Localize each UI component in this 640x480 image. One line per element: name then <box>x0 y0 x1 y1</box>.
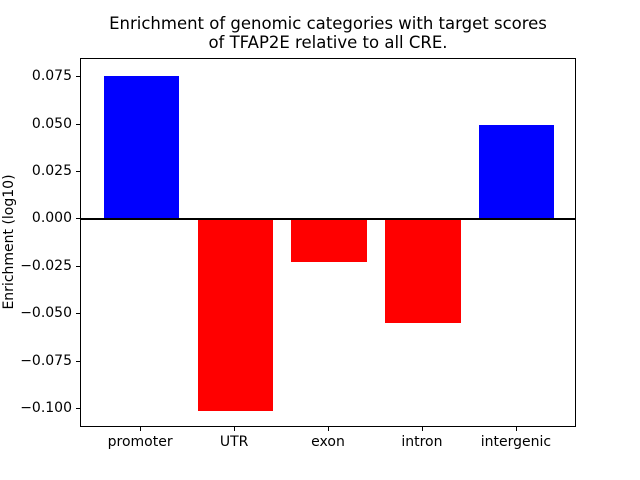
y-tick-mark <box>76 313 80 315</box>
chart-title: Enrichment of genomic categories with ta… <box>109 14 547 52</box>
x-tick-label-UTR: UTR <box>219 434 249 450</box>
y-tick-label: −0.025 <box>20 257 72 274</box>
y-tick-label: 0.075 <box>31 68 72 84</box>
y-tick-label: 0.000 <box>31 210 72 227</box>
bar-UTR <box>197 219 273 412</box>
bar-exon <box>291 219 367 262</box>
y-tick-mark <box>76 360 80 362</box>
x-tick-mark <box>421 427 423 431</box>
y-tick-label: −0.075 <box>20 352 72 369</box>
x-tick-mark <box>328 427 329 431</box>
y-tick-mark <box>76 170 80 172</box>
x-tick-label-promoter: promoter <box>107 434 173 450</box>
y-tick-label: 0.025 <box>31 162 72 179</box>
zero-line <box>81 218 575 221</box>
y-tick-mark <box>76 218 80 220</box>
y-tick-mark <box>76 265 80 267</box>
bar-intron <box>385 219 461 323</box>
y-tick-mark <box>76 76 80 77</box>
bar-promoter <box>103 75 179 220</box>
x-tick-mark <box>234 427 236 431</box>
y-tick-label: −0.050 <box>20 305 72 322</box>
y-tick-mark <box>76 408 80 409</box>
y-tick-label: 0.050 <box>31 115 72 132</box>
bar-intergenic <box>479 124 555 220</box>
x-tick-label-exon: exon <box>311 434 345 450</box>
y-tick-mark <box>76 123 80 125</box>
plot-area <box>80 58 576 427</box>
x-tick-mark <box>140 427 142 431</box>
x-tick-label-intergenic: intergenic <box>480 434 552 450</box>
x-tick-mark <box>515 427 517 431</box>
x-tick-label-intron: intron <box>401 434 443 450</box>
y-tick-label: −0.100 <box>20 400 72 416</box>
